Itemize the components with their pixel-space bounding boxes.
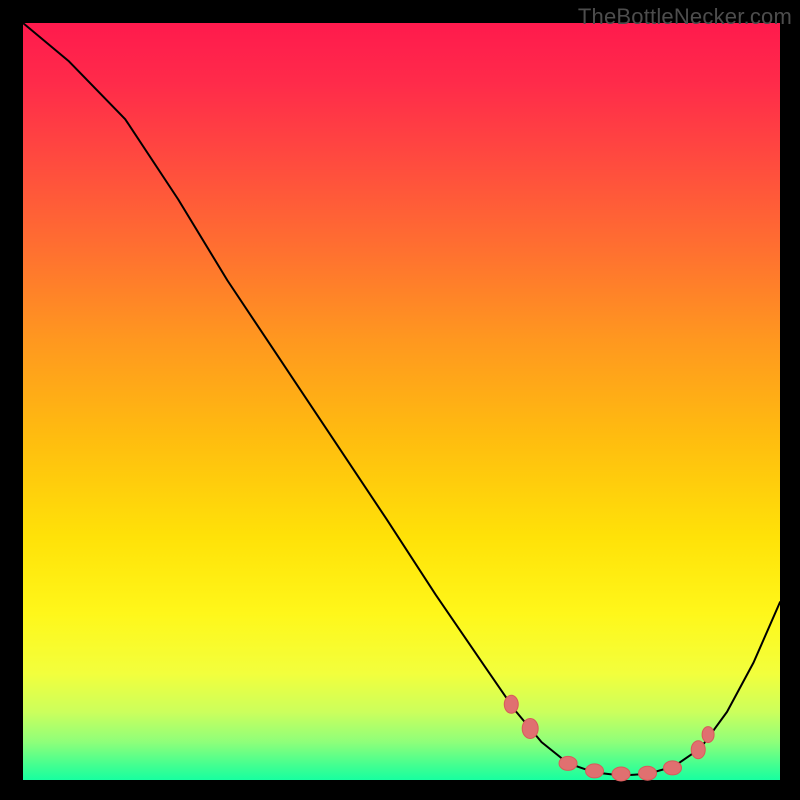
curve-marker	[559, 756, 577, 770]
watermark-label: TheBottleNecker.com	[578, 4, 792, 30]
curve-marker	[664, 761, 682, 775]
curve-marker	[522, 719, 538, 739]
curve-marker	[612, 767, 630, 781]
curve-marker	[504, 695, 518, 713]
curve-marker	[691, 741, 705, 759]
curve-marker	[639, 766, 657, 780]
curve-marker	[586, 764, 604, 778]
curve-marker	[702, 727, 714, 743]
chart-container: TheBottleNecker.com	[0, 0, 800, 800]
chart-svg	[0, 0, 800, 800]
